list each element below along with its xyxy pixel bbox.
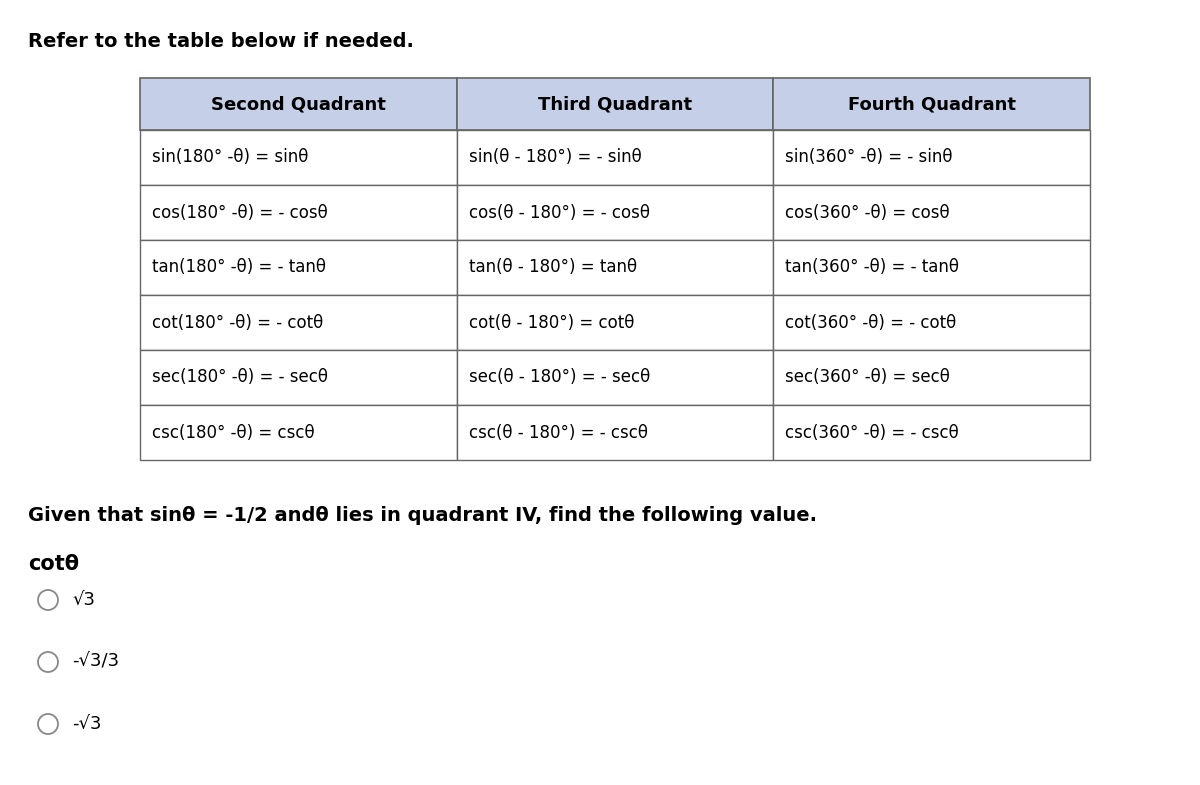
Bar <box>457 240 773 295</box>
Bar <box>773 78 1090 130</box>
Text: tan(360° -θ) = - tanθ: tan(360° -θ) = - tanθ <box>785 258 959 276</box>
Text: -√3: -√3 <box>72 715 102 733</box>
Text: cos(θ - 180°) = - cosθ: cos(θ - 180°) = - cosθ <box>469 203 649 221</box>
Bar <box>457 130 773 185</box>
Bar <box>773 185 1090 240</box>
Text: csc(180° -θ) = cscθ: csc(180° -θ) = cscθ <box>152 423 314 441</box>
Bar <box>140 78 457 130</box>
Text: sin(180° -θ) = sinθ: sin(180° -θ) = sinθ <box>152 148 308 166</box>
Text: cotθ: cotθ <box>28 554 79 574</box>
Text: cot(θ - 180°) = cotθ: cot(θ - 180°) = cotθ <box>469 313 634 331</box>
Text: Refer to the table below if needed.: Refer to the table below if needed. <box>28 32 414 51</box>
Text: sin(θ - 180°) = - sinθ: sin(θ - 180°) = - sinθ <box>469 148 642 166</box>
Bar <box>140 295 457 350</box>
Bar <box>140 350 457 405</box>
Text: tan(θ - 180°) = tanθ: tan(θ - 180°) = tanθ <box>469 258 637 276</box>
Bar <box>140 240 457 295</box>
Bar <box>773 130 1090 185</box>
Text: sec(180° -θ) = - secθ: sec(180° -θ) = - secθ <box>152 368 328 386</box>
Bar <box>457 405 773 460</box>
Text: csc(θ - 180°) = - cscθ: csc(θ - 180°) = - cscθ <box>469 423 648 441</box>
Text: cos(360° -θ) = cosθ: cos(360° -θ) = cosθ <box>785 203 950 221</box>
Bar <box>457 78 773 130</box>
Text: sin(360° -θ) = - sinθ: sin(360° -θ) = - sinθ <box>785 148 953 166</box>
Text: csc(360° -θ) = - cscθ: csc(360° -θ) = - cscθ <box>785 423 959 441</box>
Bar <box>140 130 457 185</box>
Bar <box>140 185 457 240</box>
Bar <box>773 405 1090 460</box>
Bar <box>457 350 773 405</box>
Bar <box>457 185 773 240</box>
Text: √3: √3 <box>72 591 95 609</box>
Text: -√3/3: -√3/3 <box>72 653 119 671</box>
Bar <box>140 405 457 460</box>
Bar <box>773 350 1090 405</box>
Text: sec(360° -θ) = secθ: sec(360° -θ) = secθ <box>785 368 950 386</box>
Bar <box>773 240 1090 295</box>
Text: cot(180° -θ) = - cotθ: cot(180° -θ) = - cotθ <box>152 313 323 331</box>
Text: Second Quadrant: Second Quadrant <box>211 95 385 113</box>
Text: tan(180° -θ) = - tanθ: tan(180° -θ) = - tanθ <box>152 258 326 276</box>
Text: Given that sinθ = -1/2 andθ lies in quadrant IV, find the following value.: Given that sinθ = -1/2 andθ lies in quad… <box>28 506 817 525</box>
Text: Fourth Quadrant: Fourth Quadrant <box>847 95 1015 113</box>
Text: cot(360° -θ) = - cotθ: cot(360° -θ) = - cotθ <box>785 313 956 331</box>
Text: Third Quadrant: Third Quadrant <box>538 95 692 113</box>
Text: sec(θ - 180°) = - secθ: sec(θ - 180°) = - secθ <box>469 368 650 386</box>
Text: cos(180° -θ) = - cosθ: cos(180° -θ) = - cosθ <box>152 203 328 221</box>
Bar <box>773 295 1090 350</box>
Bar <box>457 295 773 350</box>
